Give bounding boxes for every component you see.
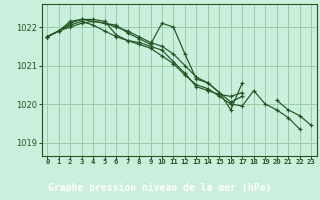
Text: Graphe pression niveau de la mer (hPa): Graphe pression niveau de la mer (hPa) xyxy=(48,183,272,193)
